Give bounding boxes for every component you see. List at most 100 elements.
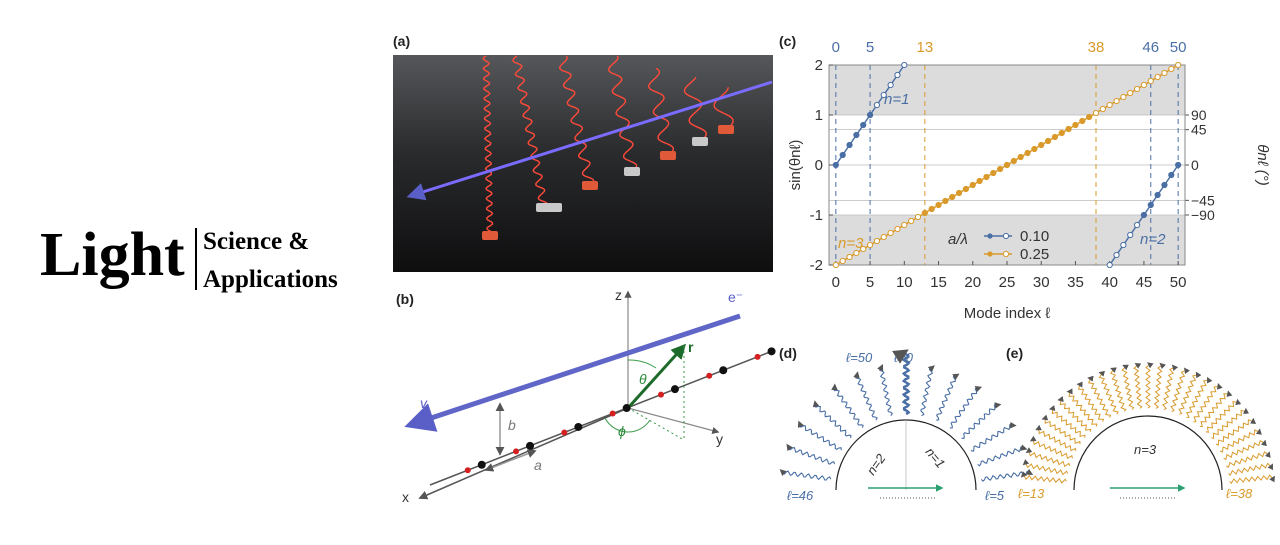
- x-tick-label: 40: [1101, 274, 1118, 291]
- y2-tick-label: 0: [1191, 157, 1199, 173]
- radiation-wave: [1219, 428, 1262, 453]
- radiation-wave: [877, 364, 894, 416]
- mode-label: ℓ=13: [1018, 486, 1045, 501]
- data-point: [1099, 105, 1106, 113]
- radiation-wave: [812, 400, 852, 438]
- radiation-wave: [1193, 383, 1223, 423]
- nanoparticle: [582, 181, 598, 190]
- radiation-wave: [1098, 370, 1119, 415]
- x2-tick-label: 46: [1142, 39, 1159, 56]
- projection: [627, 407, 685, 441]
- data-point: [873, 237, 881, 245]
- y-axis-label: sin(θnℓ): [787, 140, 804, 191]
- data-point: [1161, 181, 1168, 189]
- data-point: [1031, 145, 1038, 153]
- data-point: [1140, 81, 1148, 89]
- data-point: [894, 225, 901, 233]
- particle-dipole: [513, 448, 520, 455]
- panel-label: (c): [779, 33, 796, 49]
- x-tick-label: 0: [832, 274, 840, 291]
- data-point: [880, 91, 887, 99]
- radiation-wave: [1029, 435, 1073, 460]
- mode-label: ℓ=46: [787, 488, 814, 503]
- data-point: [1133, 85, 1141, 93]
- logo-line: Applications: [203, 266, 338, 293]
- y-tick-label: -1: [810, 207, 823, 224]
- y-axis: [627, 407, 720, 434]
- data-point: [1127, 231, 1134, 239]
- radiation-wave: [512, 55, 548, 209]
- nanoparticle: [624, 167, 640, 176]
- axis-label: z: [615, 287, 622, 303]
- annotation: n=2: [1140, 231, 1166, 248]
- data-point: [1065, 125, 1072, 133]
- data-point: [928, 205, 935, 213]
- theta-arc: [627, 359, 657, 369]
- data-point: [860, 121, 867, 129]
- data-point: [1168, 171, 1175, 179]
- data-point: [866, 241, 874, 249]
- panel-a-render: [393, 55, 773, 272]
- x-tick-label: 30: [1033, 274, 1050, 291]
- annotation: n=3: [838, 235, 864, 252]
- logo-line: Science &: [203, 228, 309, 255]
- panel-label: (b): [396, 291, 414, 307]
- radiation-wave: [1170, 367, 1190, 412]
- x-axis-label: Mode index ℓ: [964, 305, 1051, 322]
- panel-b-diagram: z y x v e⁻ b a θ ϕ r: [402, 287, 776, 505]
- data-point: [1092, 109, 1100, 117]
- nanoparticle: [536, 203, 562, 212]
- data-point: [1133, 221, 1141, 229]
- electron-beam: [404, 313, 741, 432]
- order-label: n=3: [1134, 442, 1157, 457]
- radiation-wave: [1227, 462, 1273, 477]
- nanoparticle: [718, 125, 734, 134]
- x-tick-label: 15: [930, 274, 947, 291]
- legend-label: 0.25: [1020, 246, 1049, 263]
- period-label: a: [534, 457, 542, 473]
- radiation-wave: [831, 383, 864, 428]
- particle: [670, 385, 679, 394]
- panel-label: (e): [1006, 345, 1023, 361]
- axis-label: x: [402, 489, 409, 505]
- mode-label: ℓ=50: [846, 350, 873, 365]
- phi-arc: [604, 417, 651, 433]
- y2-tick-label: −90: [1191, 207, 1215, 223]
- radiation-wave: [1022, 459, 1069, 476]
- vector-label: r: [688, 339, 694, 355]
- annotation: n=1: [884, 91, 909, 108]
- particle-dipole: [754, 353, 761, 360]
- data-point: [949, 193, 956, 201]
- data-point: [1113, 97, 1120, 105]
- legend-label: 0.10: [1020, 228, 1049, 245]
- x-tick-label: 10: [896, 274, 913, 291]
- x-tick-label: 5: [866, 274, 874, 291]
- data-point: [1058, 129, 1065, 137]
- legend-title: a/λ: [948, 231, 968, 248]
- data-point: [1010, 157, 1017, 165]
- particle: [574, 422, 583, 431]
- radiation-wave: [970, 421, 1017, 453]
- legend-swatch: [1002, 250, 1010, 258]
- data-point: [997, 165, 1004, 173]
- radiation-wave: [961, 402, 1002, 440]
- y-tick-label: 0: [815, 157, 823, 174]
- data-point: [921, 209, 928, 217]
- radiation-wave: [1205, 398, 1242, 433]
- data-point: [962, 185, 970, 193]
- data-point: [969, 181, 976, 189]
- data-point: [1154, 191, 1161, 199]
- x-tick-label: 20: [964, 274, 981, 291]
- data-point: [1017, 153, 1024, 161]
- mode-label: ℓ=5: [985, 488, 1005, 503]
- legend-swatch: [987, 251, 993, 257]
- radiation-wave: [558, 55, 595, 187]
- panel-label: (a): [393, 33, 410, 49]
- evanescent-region: [829, 65, 1185, 115]
- data-point: [914, 213, 922, 221]
- data-point: [832, 161, 839, 169]
- data-point: [1051, 133, 1059, 141]
- angle-label: ϕ: [618, 423, 626, 439]
- data-point: [1120, 93, 1127, 101]
